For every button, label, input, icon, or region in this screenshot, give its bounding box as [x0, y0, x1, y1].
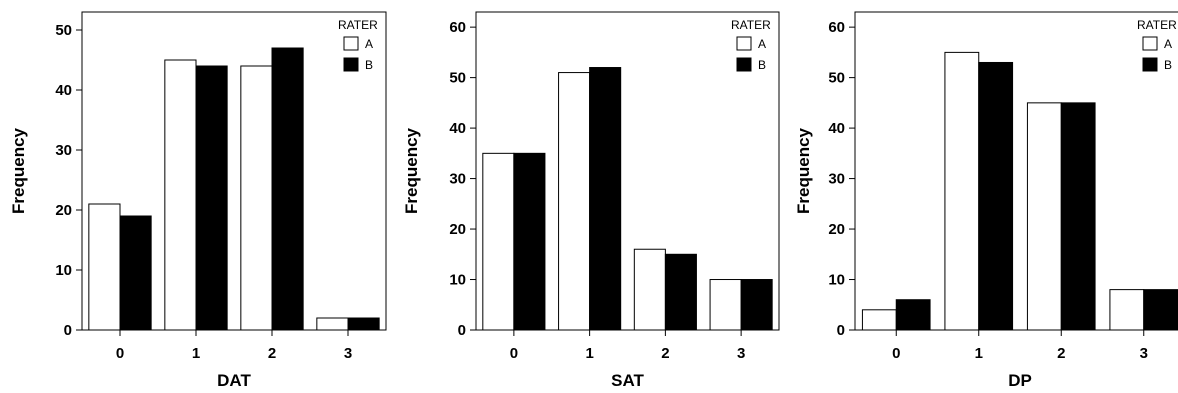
dat-ytick-label: 50 [55, 22, 72, 39]
sat-xtick-label: 0 [510, 345, 518, 362]
dp-chart: 0 10 20 30 40 50 60 0 1 2 3 DP Frequency RATER AB [794, 11, 1178, 390]
dat-bar-b-2 [271, 47, 304, 331]
dat-chart: 0 10 20 30 40 50 0 1 2 3 DAT Frequency RATER AB [9, 11, 387, 390]
dat-ytick-label: 30 [55, 142, 72, 159]
sat-bar-b-2 [664, 253, 697, 331]
dp-bar-a-0 [861, 309, 897, 331]
dp-xtick-label: 3 [1140, 345, 1148, 362]
dp-legend-swatch-b [1142, 57, 1158, 72]
dp-bar-a-2 [1026, 102, 1062, 331]
dat-bar-a-1 [164, 59, 197, 331]
sat-y-axis-label: Frequency [402, 127, 421, 214]
sat-plot-frame [475, 11, 780, 331]
dat-xtick-label: 3 [344, 345, 352, 362]
dp-bar-a-1 [944, 51, 980, 331]
dp-bar-b-0 [895, 299, 931, 331]
dat-y-axis-label: Frequency [9, 127, 28, 214]
dp-legend-title: RATER [1137, 18, 1177, 32]
sat-bar-b-3 [740, 279, 773, 331]
dp-bar-a-3 [1109, 289, 1145, 331]
dp-ytick-label: 20 [828, 221, 845, 238]
dat-x-axis-label: DAT [217, 371, 251, 390]
dat-legend-label-b: B [365, 58, 373, 72]
sat-bar-a-0 [482, 152, 515, 331]
dp-ytick-label: 60 [828, 19, 845, 36]
dat-ytick-label: 20 [55, 202, 72, 219]
sat-x-axis-label: SAT [611, 371, 644, 390]
sat-legend-swatch-a [736, 36, 752, 51]
dp-legend-swatch-a [1142, 36, 1158, 51]
sat-ytick-label: 10 [449, 272, 466, 289]
sat-chart: 0 10 20 30 40 50 60 0 1 2 3 SAT Frequency RATER AB [402, 11, 780, 390]
dp-xtick-label: 2 [1057, 345, 1065, 362]
sat-bar-a-2 [633, 248, 666, 331]
dp-legend-label-a: A [1164, 37, 1172, 51]
dat-bar-b-3 [347, 317, 380, 331]
dat-bar-a-3 [316, 317, 349, 331]
dp-xtick-label: 1 [975, 345, 983, 362]
dat-xtick-label: 0 [116, 345, 124, 362]
dat-ytick-label: 10 [55, 262, 72, 279]
sat-legend-title: RATER [731, 18, 771, 32]
sat-legend-label-b: B [758, 58, 766, 72]
sat-ytick-label: 50 [449, 70, 466, 87]
sat-bar-b-0 [513, 152, 546, 331]
dp-legend-label-b: B [1164, 58, 1172, 72]
sat-xtick-label: 2 [661, 345, 669, 362]
sat-legend-label-a: A [758, 37, 766, 51]
dat-bar-a-0 [88, 203, 121, 331]
sat-ytick-label: 20 [449, 221, 466, 238]
dp-ytick-label: 0 [837, 322, 845, 339]
dat-legend-swatch-a [343, 36, 359, 51]
sat-ytick-label: 0 [458, 322, 466, 339]
dp-bar-b-1 [978, 61, 1014, 331]
dp-bar-b-3 [1143, 289, 1178, 331]
dat-bar-a-2 [240, 65, 273, 331]
sat-xtick-label: 1 [585, 345, 593, 362]
dat-ytick-label: 40 [55, 82, 72, 99]
dp-ytick-label: 10 [828, 272, 845, 289]
dp-y-axis-label: Frequency [794, 127, 813, 214]
sat-xtick-label: 3 [737, 345, 745, 362]
dat-xtick-label: 1 [192, 345, 200, 362]
dat-bar-b-1 [195, 65, 228, 331]
dp-ytick-label: 40 [828, 120, 845, 137]
sat-bar-b-1 [589, 67, 622, 331]
dat-bar-b-0 [119, 215, 152, 331]
sat-ytick-label: 40 [449, 120, 466, 137]
dat-plot-frame [81, 11, 387, 331]
dp-ytick-label: 50 [828, 70, 845, 87]
dat-legend-label-a: A [365, 37, 373, 51]
sat-ytick-label: 60 [449, 19, 466, 36]
dat-legend-swatch-b [343, 57, 359, 72]
dp-xtick-label: 0 [892, 345, 900, 362]
sat-bar-a-1 [558, 72, 591, 331]
sat-bar-a-3 [709, 279, 742, 331]
sat-ytick-label: 30 [449, 171, 466, 188]
dat-xtick-label: 2 [268, 345, 276, 362]
sat-legend-swatch-b [736, 57, 752, 72]
dat-legend-title: RATER [338, 18, 378, 32]
dp-ytick-label: 30 [828, 171, 845, 188]
dp-plot-frame [854, 11, 1178, 331]
dp-bar-b-2 [1060, 102, 1096, 331]
dat-ytick-label: 0 [64, 322, 72, 339]
dp-x-axis-label: DP [1008, 371, 1032, 390]
